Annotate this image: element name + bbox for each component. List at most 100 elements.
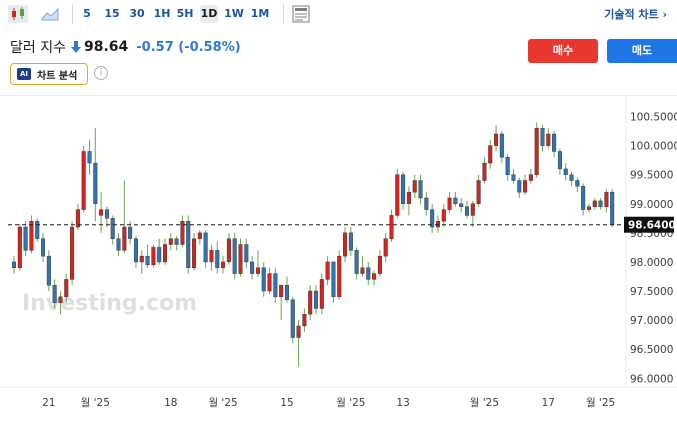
candle-body xyxy=(145,255,150,266)
candle-body xyxy=(255,267,260,274)
candle-body xyxy=(221,261,226,268)
candle-body xyxy=(157,247,162,263)
candle-body xyxy=(581,186,586,210)
info-icon[interactable]: i xyxy=(94,66,108,80)
candle-body xyxy=(261,267,266,292)
candle-body xyxy=(64,279,69,298)
candle-body xyxy=(192,238,197,268)
interval-1w-button[interactable]: 1W xyxy=(224,7,244,20)
candle-body xyxy=(23,226,28,251)
candle-body xyxy=(418,180,423,199)
instrument-header: 달러 지수 98.64 -0.57 (-0.58%) xyxy=(10,37,241,57)
price-chart[interactable]: Investing.com 100.5000 100.0000 99.5000 99.0… xyxy=(0,96,677,417)
last-price-label: 98.6400 xyxy=(628,220,676,232)
interval-1d-button[interactable]: 1D xyxy=(200,5,218,23)
candle-body xyxy=(35,221,40,239)
x-tick-label: 월 '25 xyxy=(336,397,365,409)
candle-body xyxy=(575,180,580,187)
candle-body xyxy=(464,206,470,216)
candle-body xyxy=(476,180,481,204)
candle-body xyxy=(430,209,435,228)
candle-body xyxy=(279,285,284,298)
candle-body xyxy=(46,255,51,286)
current-price: 98.64 xyxy=(83,39,129,55)
candle-body xyxy=(174,238,179,245)
candle-body xyxy=(75,209,80,228)
candle-body xyxy=(505,157,510,175)
candle-body xyxy=(528,174,533,181)
candle-body xyxy=(511,174,516,181)
candle-body xyxy=(523,180,528,193)
interval-15-button[interactable]: 15 xyxy=(104,7,120,20)
candlestick-chart[interactable]: Investing.com 100.5000 100.0000 99.5000 99.0… xyxy=(0,96,677,417)
buy-button[interactable]: 매수 xyxy=(528,39,598,63)
x-tick-label: 월 '25 xyxy=(81,397,110,409)
down-arrow-icon xyxy=(70,41,81,53)
candle-body xyxy=(331,261,336,298)
technical-chart-link[interactable]: 기술적 차트 › xyxy=(604,8,667,21)
candle-body xyxy=(52,285,57,303)
y-tick-label: 100.5000 xyxy=(630,112,677,124)
watermark: Investing.com xyxy=(22,291,197,316)
candle-body xyxy=(104,209,109,219)
candle-body xyxy=(610,191,615,225)
ai-analysis-label: 차트 분석 xyxy=(37,70,78,82)
interval-5-button[interactable]: 5 xyxy=(83,7,91,20)
header-divider xyxy=(0,95,677,96)
candle-body xyxy=(494,133,499,146)
y-tick-label: 97.5000 xyxy=(630,286,673,298)
sell-button[interactable]: 매도 xyxy=(607,39,677,63)
y-tick-label: 100.0000 xyxy=(630,141,677,153)
ai-badge-icon: AI xyxy=(17,68,31,80)
interval-1m-button[interactable]: 1M xyxy=(250,7,270,20)
candle-body xyxy=(552,133,557,152)
y-tick-label: 97.0000 xyxy=(630,315,673,327)
candle-body xyxy=(267,273,272,292)
x-tick-label: 13 xyxy=(396,397,409,409)
x-tick-label: 월 '25 xyxy=(470,397,499,409)
candle-body xyxy=(412,180,417,193)
interval-30-button[interactable]: 30 xyxy=(129,7,145,20)
candle-body xyxy=(540,127,545,146)
candle-body xyxy=(598,200,603,207)
interval-1h-button[interactable]: 1H xyxy=(153,7,171,20)
candle-body xyxy=(116,238,121,251)
candle-body xyxy=(128,226,133,239)
candle-body xyxy=(563,168,568,175)
candle-body xyxy=(586,206,591,210)
area-chart-icon[interactable] xyxy=(40,5,60,23)
candle-body xyxy=(557,151,562,170)
toolbar-divider xyxy=(72,4,73,24)
candle-body xyxy=(93,162,98,204)
candle-body xyxy=(517,180,522,193)
news-icon[interactable] xyxy=(292,5,310,23)
candle-body xyxy=(290,299,295,338)
ai-chart-analysis-button[interactable]: AI 차트 분석 xyxy=(10,63,88,85)
x-tick-label: 15 xyxy=(280,397,293,409)
candle-body xyxy=(11,261,17,268)
candle-body xyxy=(139,255,144,263)
candle-body xyxy=(180,221,185,245)
candle-body xyxy=(81,151,86,210)
candle-body xyxy=(284,285,289,300)
candle-body xyxy=(313,290,319,309)
x-tick-label: 21 xyxy=(42,397,55,409)
interval-5h-button[interactable]: 5H xyxy=(176,7,194,20)
candle-body xyxy=(395,174,400,216)
candle-body xyxy=(110,218,115,239)
candlestick-icon[interactable] xyxy=(8,5,28,23)
candle-body xyxy=(424,197,429,210)
candle-body xyxy=(343,232,348,257)
candle-body xyxy=(250,261,255,274)
instrument-title: 달러 지수 xyxy=(10,40,66,56)
candle-body xyxy=(337,255,342,298)
candle-body xyxy=(209,250,214,263)
candle-body xyxy=(499,133,504,158)
candle-body xyxy=(546,133,551,146)
toolbar-divider xyxy=(283,4,284,24)
candle-body xyxy=(226,238,231,263)
candle-body xyxy=(168,238,173,245)
candle-body xyxy=(435,221,440,228)
candle-body xyxy=(296,325,301,338)
candle-body xyxy=(238,244,243,274)
